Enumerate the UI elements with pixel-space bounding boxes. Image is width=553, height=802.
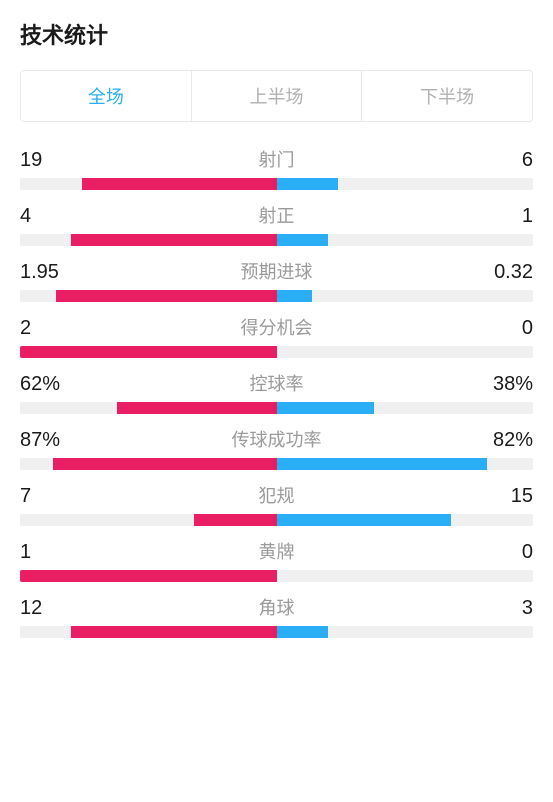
- stat-value-right: 15: [473, 485, 533, 508]
- stat-bar-right: [277, 626, 328, 638]
- stat-label: 角球: [259, 594, 295, 620]
- tab-2[interactable]: 下半场: [361, 71, 532, 121]
- stat-bar-left: [117, 402, 276, 414]
- stat-row: 4 射正 1: [20, 202, 533, 246]
- stat-bar: [20, 514, 533, 526]
- stat-value-right: 0: [473, 541, 533, 564]
- stat-label: 射门: [259, 146, 295, 172]
- stat-value-right: 0: [473, 317, 533, 340]
- stat-value-right: 6: [473, 149, 533, 172]
- stat-row: 19 射门 6: [20, 146, 533, 190]
- stat-value-right: 1: [473, 205, 533, 228]
- stat-row: 1 黄牌 0: [20, 538, 533, 582]
- stat-bar: [20, 626, 533, 638]
- stat-value-left: 87%: [20, 429, 80, 452]
- stat-label: 预期进球: [241, 258, 313, 284]
- stat-bar: [20, 178, 533, 190]
- stat-label: 得分机会: [241, 314, 313, 340]
- stat-bar: [20, 234, 533, 246]
- stat-bar-right: [277, 178, 339, 190]
- stat-value-left: 7: [20, 485, 80, 508]
- stats-list: 19 射门 6 4 射正 1 1.95 预期进球 0.32 2 得分机会 0 62% 控球率 38% 87% 传…: [20, 146, 533, 638]
- stat-row: 87% 传球成功率 82%: [20, 426, 533, 470]
- stat-value-right: 0.32: [473, 261, 533, 284]
- stat-value-left: 62%: [20, 373, 80, 396]
- stat-bar-left: [53, 458, 276, 470]
- stat-row: 62% 控球率 38%: [20, 370, 533, 414]
- stat-value-left: 1.95: [20, 261, 80, 284]
- stat-bar-right: [277, 402, 374, 414]
- stat-row: 12 角球 3: [20, 594, 533, 638]
- stat-bar-left: [71, 234, 276, 246]
- stat-value-left: 1: [20, 541, 80, 564]
- stat-bar-left: [82, 178, 277, 190]
- stat-label: 犯规: [259, 482, 295, 508]
- stat-row: 2 得分机会 0: [20, 314, 533, 358]
- stat-label: 传球成功率: [232, 426, 322, 452]
- page-title: 技术统计: [20, 18, 533, 50]
- stat-bar-right: [277, 290, 313, 302]
- stat-value-left: 12: [20, 597, 80, 620]
- stat-bar-left: [56, 290, 277, 302]
- stat-bar-right: [277, 234, 328, 246]
- stat-bar: [20, 402, 533, 414]
- stat-value-left: 4: [20, 205, 80, 228]
- stat-bar-left: [71, 626, 276, 638]
- stat-bar: [20, 458, 533, 470]
- stat-row: 7 犯规 15: [20, 482, 533, 526]
- stat-row: 1.95 预期进球 0.32: [20, 258, 533, 302]
- stat-bar-left: [20, 570, 277, 582]
- stat-value-right: 38%: [473, 373, 533, 396]
- stat-bar-right: [277, 514, 451, 526]
- stat-value-left: 19: [20, 149, 80, 172]
- stat-value-right: 3: [473, 597, 533, 620]
- stat-label: 控球率: [250, 370, 304, 396]
- tab-1[interactable]: 上半场: [191, 71, 362, 121]
- stat-bar-right: [277, 458, 487, 470]
- stat-label: 黄牌: [259, 538, 295, 564]
- stat-bar: [20, 570, 533, 582]
- period-tabs: 全场上半场下半场: [20, 70, 533, 122]
- tab-0[interactable]: 全场: [21, 71, 191, 121]
- stat-label: 射正: [259, 202, 295, 228]
- stat-value-left: 2: [20, 317, 80, 340]
- stat-bar: [20, 346, 533, 358]
- stat-value-right: 82%: [473, 429, 533, 452]
- stat-bar-left: [194, 514, 276, 526]
- stat-bar-left: [20, 346, 277, 358]
- stat-bar: [20, 290, 533, 302]
